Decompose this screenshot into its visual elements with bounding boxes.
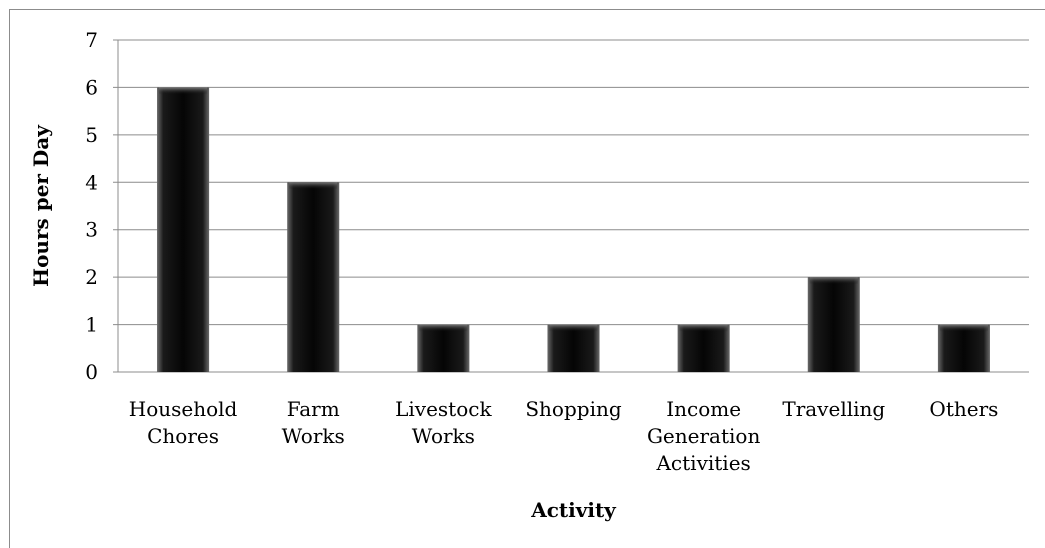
- y-tick-label: 1: [85, 313, 98, 337]
- bar: [157, 87, 210, 372]
- y-tick-label: 5: [85, 123, 98, 147]
- y-tick-label: 4: [85, 170, 98, 194]
- bar-body: [157, 87, 210, 372]
- x-tick-label: Shopping: [525, 397, 622, 421]
- y-tick-label: 7: [85, 28, 98, 52]
- bar: [677, 324, 730, 372]
- bar-body: [547, 324, 600, 372]
- bar-highlight: [939, 324, 988, 332]
- bar-highlight: [419, 324, 468, 332]
- y-tick-label: 3: [85, 218, 98, 242]
- x-tick-labels: Household Chores Farm Works Livestock Works Sh…: [129, 397, 999, 475]
- bar-highlight: [549, 324, 598, 332]
- x-tick-label: Income Generation Activities: [647, 397, 760, 475]
- y-tick-label: 0: [85, 360, 98, 384]
- bar-body: [677, 324, 730, 372]
- bar: [807, 277, 860, 372]
- y-tick-labels: 0 1 2 3 4 5 6 7: [85, 28, 98, 384]
- bar: [547, 324, 600, 372]
- bar-body: [287, 182, 340, 372]
- y-tick-label: 6: [85, 75, 98, 99]
- bar-highlight: [289, 182, 338, 190]
- bar-body: [807, 277, 860, 372]
- bar: [287, 182, 340, 372]
- bar-body: [417, 324, 470, 372]
- x-tick-label: Farm Works: [282, 397, 345, 448]
- x-tick-label: Household Chores: [129, 397, 238, 448]
- bar-highlight: [809, 277, 858, 285]
- x-tick-label: Livestock Works: [395, 397, 492, 448]
- x-tick-label: Travelling: [782, 397, 885, 421]
- y-tick-label: 2: [85, 265, 98, 289]
- bar-highlight: [159, 87, 208, 95]
- bar-highlight: [679, 324, 728, 332]
- gridlines: [113, 39, 1029, 373]
- bar: [937, 324, 990, 372]
- x-axis-title: Activity: [530, 498, 617, 522]
- bars: [157, 87, 990, 372]
- bar: [417, 324, 470, 372]
- y-axis-title: Hours per Day: [29, 124, 53, 287]
- x-tick-label: Others: [929, 397, 998, 421]
- bar-body: [937, 324, 990, 372]
